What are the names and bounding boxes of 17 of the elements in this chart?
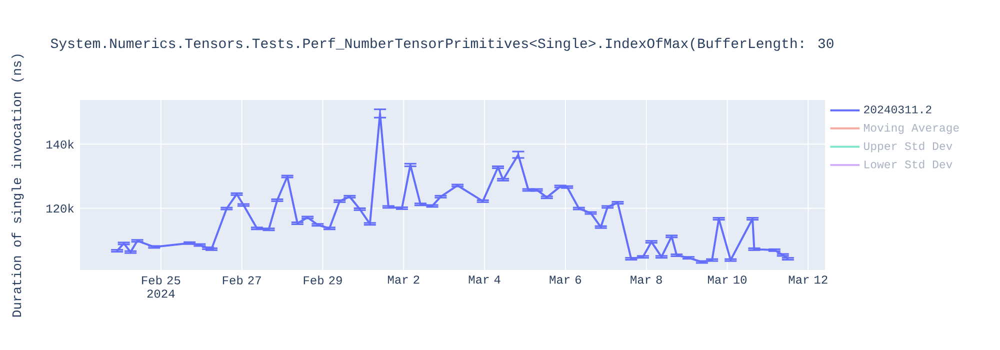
x-tick-label: Mar 6: [550, 276, 582, 284]
y-tick-label: 120k: [46, 204, 74, 213]
chart-title: System.Numerics.Tensors.Tests.Perf_NumberTensorPrimitives<Single>.IndexOfMax(BufferLength: 30: [50, 38, 834, 51]
legend-label: Upper Std Dev: [864, 142, 952, 152]
x-tick-label: Feb 27: [222, 276, 261, 284]
x-tick-label: Feb 29: [304, 276, 342, 284]
legend-label: Lower Std Dev: [864, 160, 952, 168]
x-tick-label: Mar 8: [630, 276, 662, 284]
legend-label: Moving Average: [864, 123, 959, 134]
y-tick-label: 140k: [46, 140, 74, 149]
y-axis-title: Duration of single invocation (ns): [12, 54, 24, 317]
legend-label: 20240311.2: [864, 106, 932, 114]
x-tick-label: Mar 2: [388, 276, 420, 284]
x-tick-label: Feb 25 2024: [142, 276, 180, 298]
x-tick-label: Mar 10: [708, 276, 746, 284]
x-tick-label: Mar 4: [468, 276, 500, 284]
x-tick-label: Mar 12: [788, 276, 828, 284]
